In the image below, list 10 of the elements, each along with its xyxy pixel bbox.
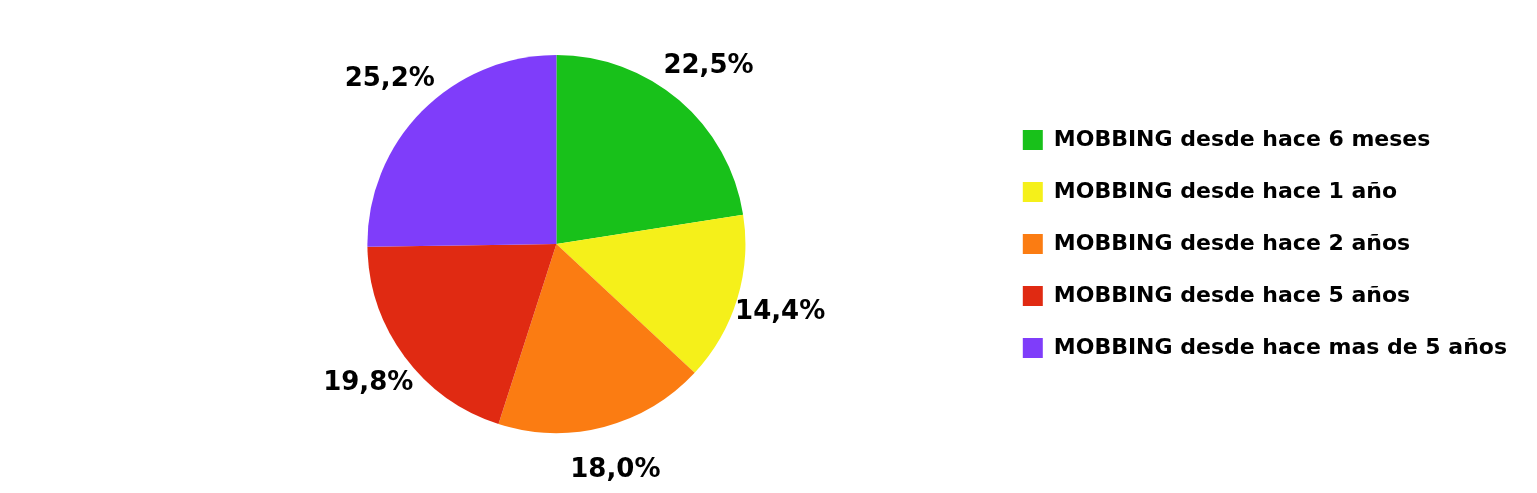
legend-label: MOBBING desde hace mas de 5 años: [1053, 333, 1507, 359]
data-label: 22,5%: [663, 48, 754, 79]
data-label: 18,0%: [570, 453, 661, 484]
data-label: 25,2%: [344, 62, 435, 93]
data-label: 14,4%: [735, 295, 826, 326]
legend-label: MOBBING desde hace 1 año: [1053, 177, 1398, 203]
legend-label: MOBBING desde hace 6 meses: [1053, 125, 1431, 151]
legend-label: MOBBING desde hace 2 años: [1053, 229, 1411, 255]
legend-label: MOBBING desde hace 5 años: [1053, 281, 1411, 307]
data-label: 19,8%: [323, 365, 414, 396]
